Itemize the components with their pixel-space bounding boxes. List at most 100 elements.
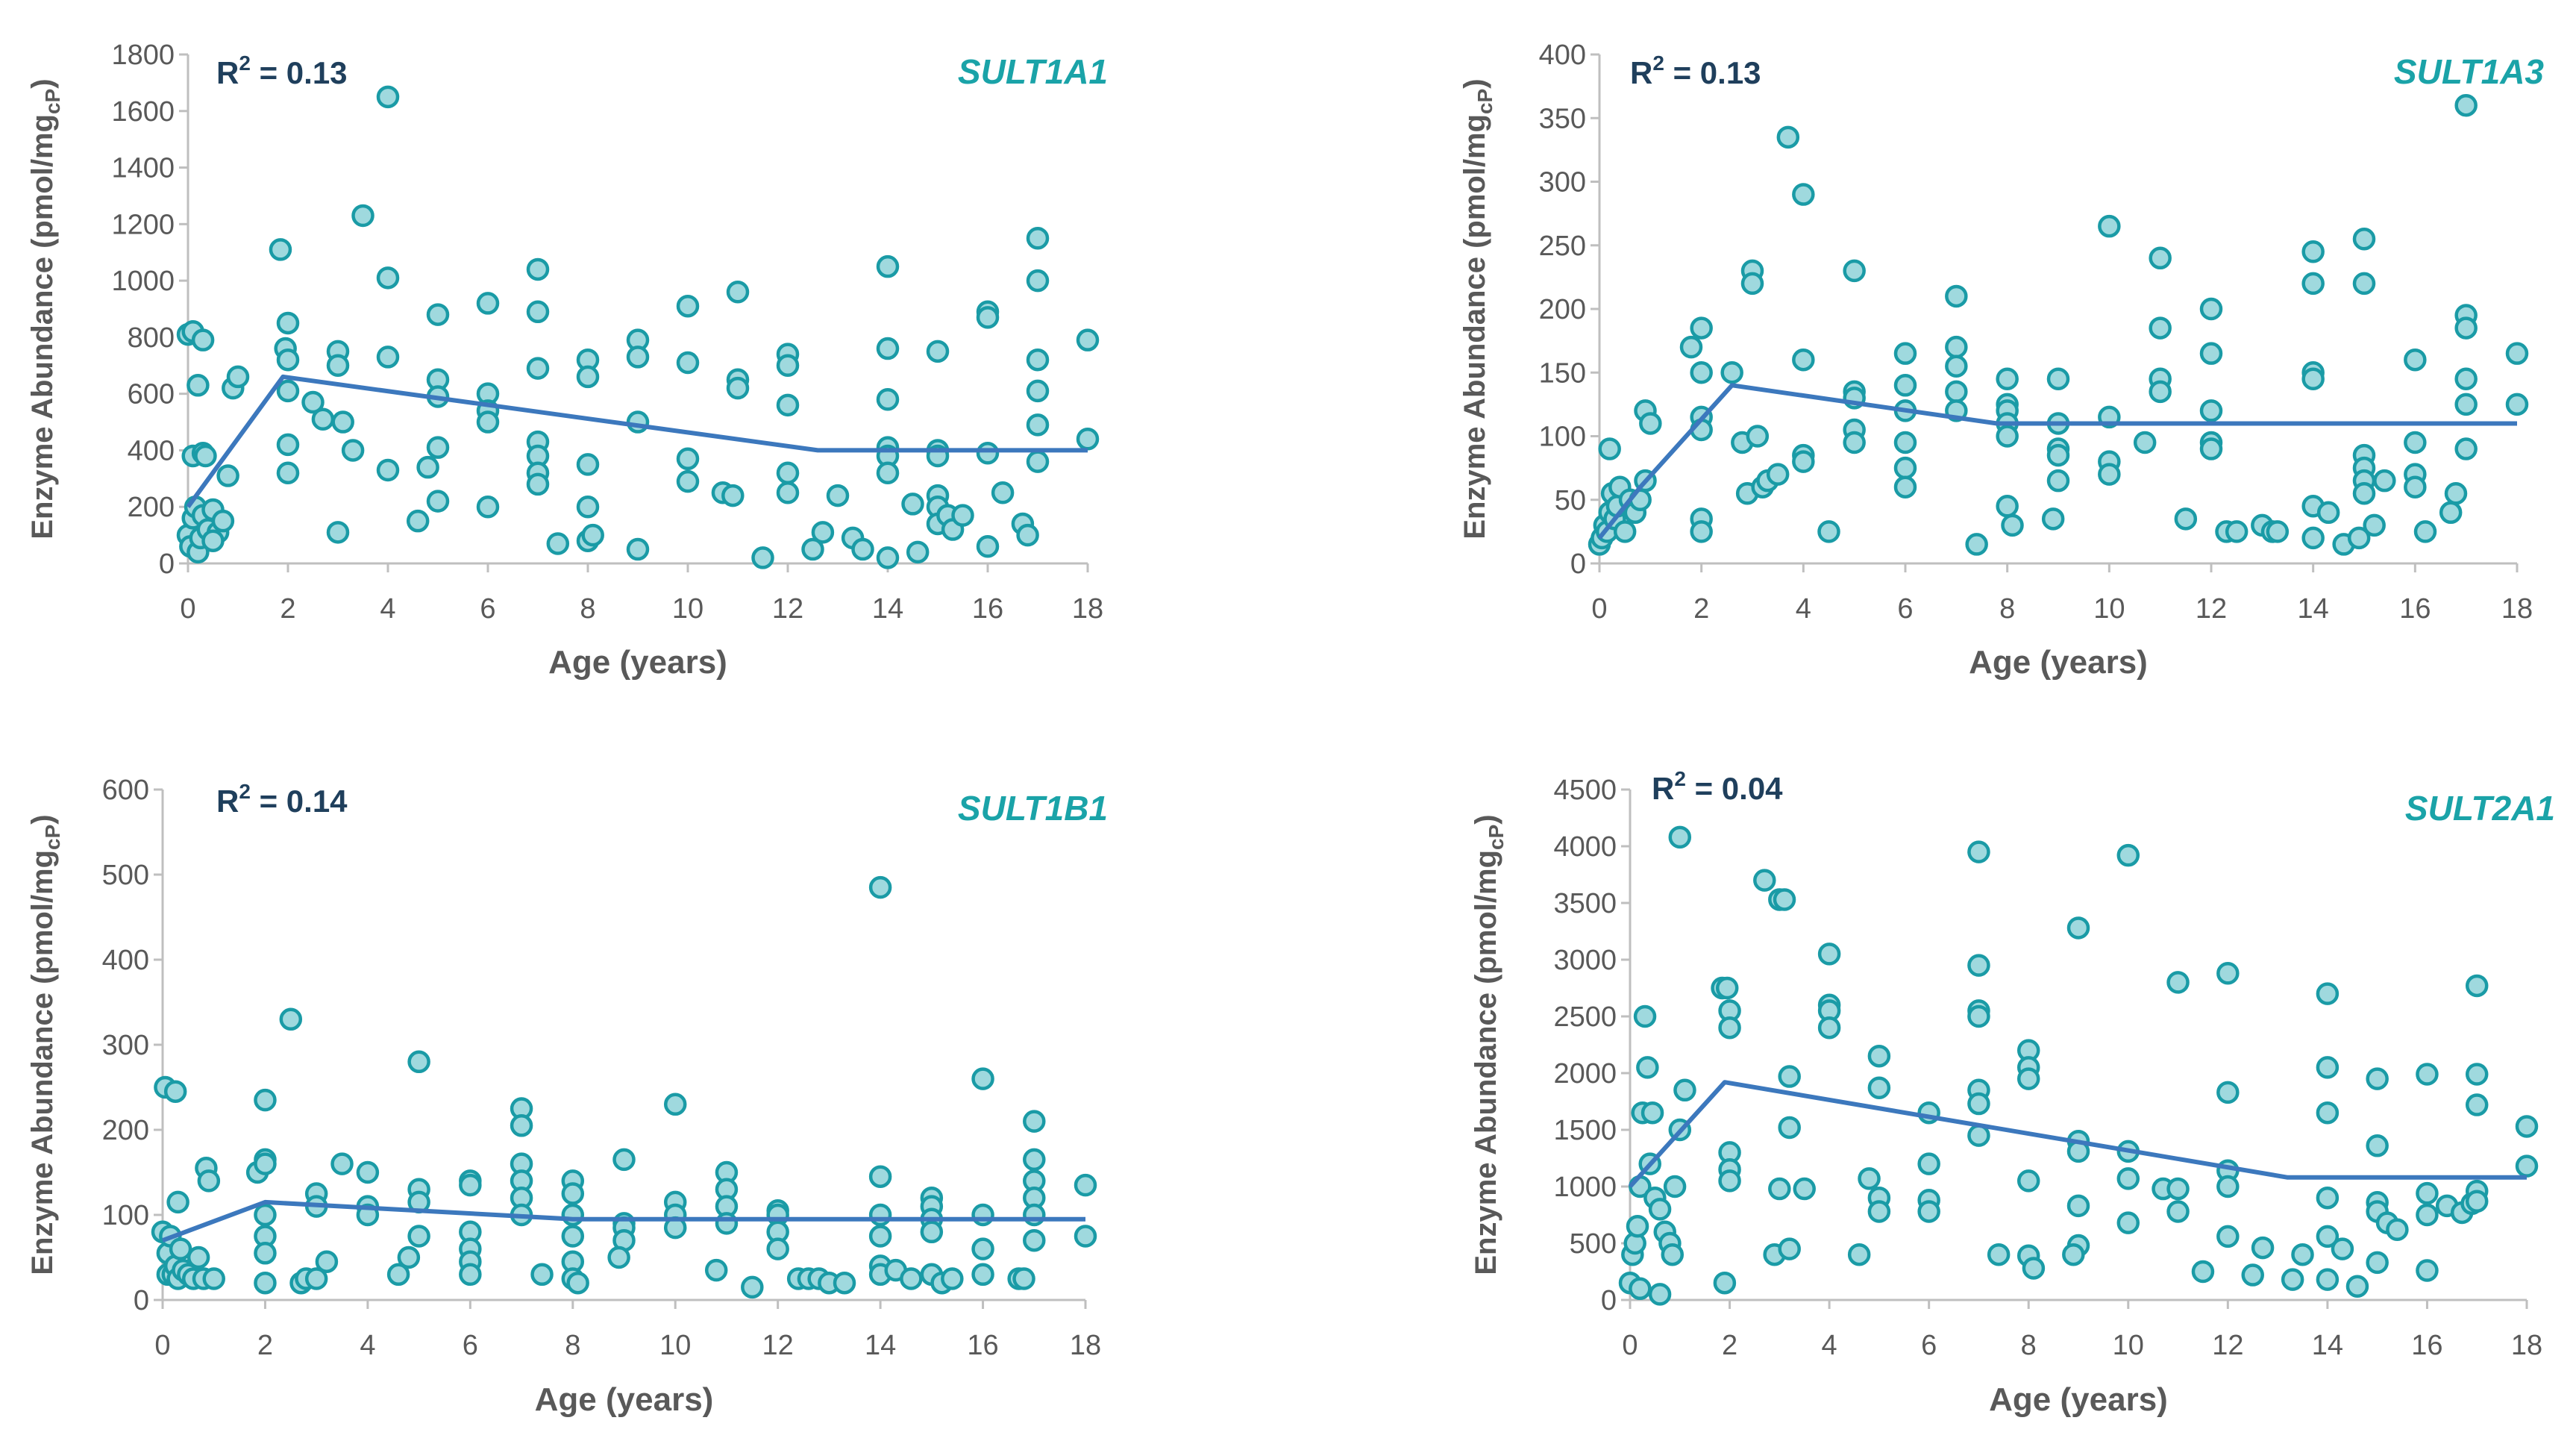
- data-point: [1026, 413, 1050, 437]
- data-point: [330, 1152, 354, 1175]
- data-point: [2098, 214, 2121, 238]
- y-axis-title: Enzyme Abundance (pmol/mgcP): [26, 814, 64, 1275]
- y-tick-label: 150: [1539, 357, 1586, 389]
- data-point: [2404, 475, 2427, 498]
- data-point: [2166, 1200, 2190, 1223]
- data-point: [2174, 507, 2198, 531]
- data-point: [194, 444, 217, 468]
- x-axis-title: Age (years): [1969, 644, 2148, 681]
- data-point: [920, 1220, 944, 1244]
- data-point: [1965, 533, 1988, 556]
- y-tick-label: 500: [1570, 1228, 1617, 1260]
- data-point: [2016, 1169, 2040, 1193]
- x-tick-label: 4: [360, 1330, 375, 1361]
- y-tick-label: 0: [1570, 548, 1586, 580]
- data-point: [304, 1267, 328, 1290]
- x-tick-label: 14: [2298, 593, 2329, 625]
- data-point: [2316, 501, 2340, 525]
- data-point: [191, 328, 215, 351]
- data-point: [1026, 379, 1050, 403]
- data-point: [386, 1263, 410, 1287]
- data-point: [612, 1148, 636, 1172]
- y-tick-label: 100: [102, 1200, 149, 1231]
- data-point: [254, 1271, 277, 1295]
- data-point: [991, 481, 1015, 504]
- x-tick-label: 18: [2511, 1330, 2542, 1361]
- y-tick-label: 500: [102, 860, 149, 891]
- x-tick-label: 6: [1921, 1330, 1937, 1361]
- y-tick-label: 800: [128, 322, 175, 354]
- r-squared-label: R2 = 0.13: [1630, 51, 1761, 90]
- data-point: [715, 1212, 739, 1235]
- gene-title: SULT1B1: [958, 789, 1108, 828]
- data-point: [2345, 1275, 2369, 1298]
- x-tick-label: 18: [1072, 593, 1103, 625]
- data-point: [397, 1245, 421, 1269]
- data-point: [187, 1245, 210, 1269]
- x-tick-label: 16: [2411, 1330, 2442, 1361]
- data-point: [2016, 1067, 2040, 1090]
- data-point: [561, 1203, 585, 1227]
- data-point: [826, 484, 850, 507]
- data-point: [2416, 1181, 2439, 1205]
- data-point: [1076, 328, 1100, 351]
- chart-panel-sult2a1: 0 500 1000 1500 2000 2500 3000 3500 4000 4500 0 2 4 6…: [1470, 767, 2555, 1418]
- data-point: [676, 469, 700, 493]
- x-tick-label: 6: [480, 593, 495, 625]
- data-point: [976, 535, 1000, 558]
- data-point: [1640, 1101, 1664, 1125]
- data-point: [1679, 335, 1703, 359]
- data-point: [1074, 1225, 1097, 1248]
- data-point: [2199, 399, 2223, 422]
- data-point: [1026, 227, 1050, 250]
- data-point: [876, 254, 900, 278]
- data-point: [2416, 1063, 2439, 1086]
- chart-panel-sult1a3: 0 50 100 150 200 250 300 350 400 0 2 4 6 8 10 12 14 16 18 A…: [1458, 40, 2544, 681]
- x-tick-label: 14: [872, 593, 903, 625]
- data-point: [2266, 520, 2290, 543]
- data-point: [1917, 1200, 1940, 1223]
- data-point: [2216, 1225, 2240, 1248]
- data-point: [976, 306, 1000, 329]
- x-tick-label: 10: [2093, 593, 2125, 625]
- data-point: [868, 1203, 892, 1227]
- data-point: [971, 1203, 994, 1227]
- data-point: [426, 490, 450, 513]
- data-point: [868, 1225, 892, 1248]
- data-point: [576, 365, 600, 389]
- data-point: [2149, 316, 2172, 340]
- y-tick-label: 1400: [111, 153, 175, 184]
- data-point: [876, 461, 900, 485]
- data-point: [1718, 1169, 1741, 1193]
- data-point: [1663, 1175, 1687, 1198]
- data-point: [1720, 361, 1743, 384]
- data-point: [2331, 1237, 2354, 1260]
- data-point: [1715, 976, 1739, 1000]
- data-point: [1776, 125, 1800, 149]
- data-point: [1713, 1271, 1737, 1295]
- gene-title: SULT1A1: [958, 52, 1108, 91]
- y-tick-label: 600: [128, 379, 175, 410]
- data-point: [1633, 1004, 1657, 1028]
- data-point: [2116, 1211, 2140, 1234]
- x-tick-label: 16: [2399, 593, 2431, 625]
- data-point: [2316, 982, 2340, 1005]
- y-tick-label: 2000: [1553, 1058, 1617, 1090]
- data-point: [2301, 272, 2325, 296]
- data-point: [2444, 481, 2468, 505]
- data-point: [2465, 1063, 2489, 1086]
- data-point: [1598, 437, 1621, 460]
- data-point: [276, 433, 300, 457]
- data-point: [576, 453, 600, 476]
- gene-title: SULT2A1: [2405, 789, 2555, 828]
- y-tick-label: 0: [1601, 1285, 1617, 1316]
- data-point: [526, 257, 550, 281]
- x-tick-label: 2: [257, 1330, 273, 1361]
- data-point: [1648, 1283, 1672, 1306]
- data-point: [726, 376, 750, 400]
- y-tick-label: 350: [1539, 103, 1586, 134]
- x-tick-label: 12: [772, 593, 803, 625]
- data-point: [341, 439, 365, 462]
- data-point: [2505, 342, 2529, 365]
- data-point: [1817, 943, 1841, 966]
